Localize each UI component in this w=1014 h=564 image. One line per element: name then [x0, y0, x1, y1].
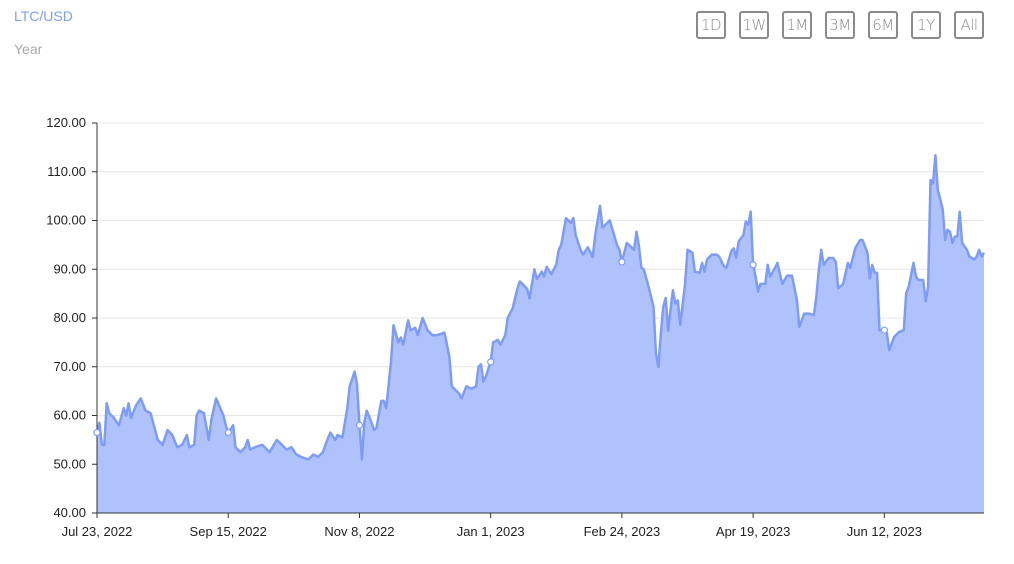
- y-tick-label: 110.00: [47, 164, 86, 179]
- y-tick-label: 120.00: [46, 115, 86, 130]
- range-button-1d[interactable]: 1D: [696, 11, 726, 39]
- data-point-marker: [487, 358, 495, 366]
- range-button-3m[interactable]: 3M: [825, 11, 855, 39]
- range-button-all[interactable]: All: [954, 11, 984, 39]
- range-button-1w[interactable]: 1W: [739, 11, 769, 39]
- price-line: [95, 153, 986, 461]
- range-button-6m[interactable]: 6M: [868, 11, 898, 39]
- range-selector: 1D 1W 1M 3M 6M 1Y All: [696, 11, 984, 39]
- x-tick-label: Jun 12, 2023: [847, 524, 922, 539]
- y-tick-label: 40.00: [53, 505, 86, 520]
- y-tick-label: 90.00: [53, 261, 86, 276]
- y-tick-label: 50.00: [53, 456, 86, 471]
- y-tick-label: 60.00: [53, 408, 86, 423]
- data-point-marker: [355, 421, 364, 429]
- y-tick-label: 70.00: [53, 359, 86, 374]
- price-area: [97, 155, 984, 513]
- x-tick-label: Jan 1, 2023: [457, 524, 525, 539]
- chart-title: LTC/USD: [14, 8, 73, 24]
- x-tick-label: Jul 23, 2022: [62, 524, 133, 539]
- x-tick-label: Apr 19, 2023: [716, 524, 790, 539]
- range-button-1y[interactable]: 1Y: [911, 11, 941, 39]
- data-point-marker: [749, 261, 757, 269]
- data-point-marker: [224, 428, 232, 437]
- data-point-marker: [880, 326, 888, 334]
- data-point-marker: [618, 258, 626, 266]
- y-tick-label: 100.00: [46, 213, 86, 228]
- chart-subtitle: Year: [14, 41, 43, 57]
- y-tick-label: 80.00: [53, 310, 86, 325]
- range-button-1m[interactable]: 1M: [782, 11, 812, 39]
- x-tick-label: Feb 24, 2023: [584, 524, 661, 539]
- data-point-marker: [93, 428, 101, 437]
- x-tick-label: Sep 15, 2022: [190, 524, 267, 539]
- x-tick-label: Nov 8, 2022: [324, 524, 394, 539]
